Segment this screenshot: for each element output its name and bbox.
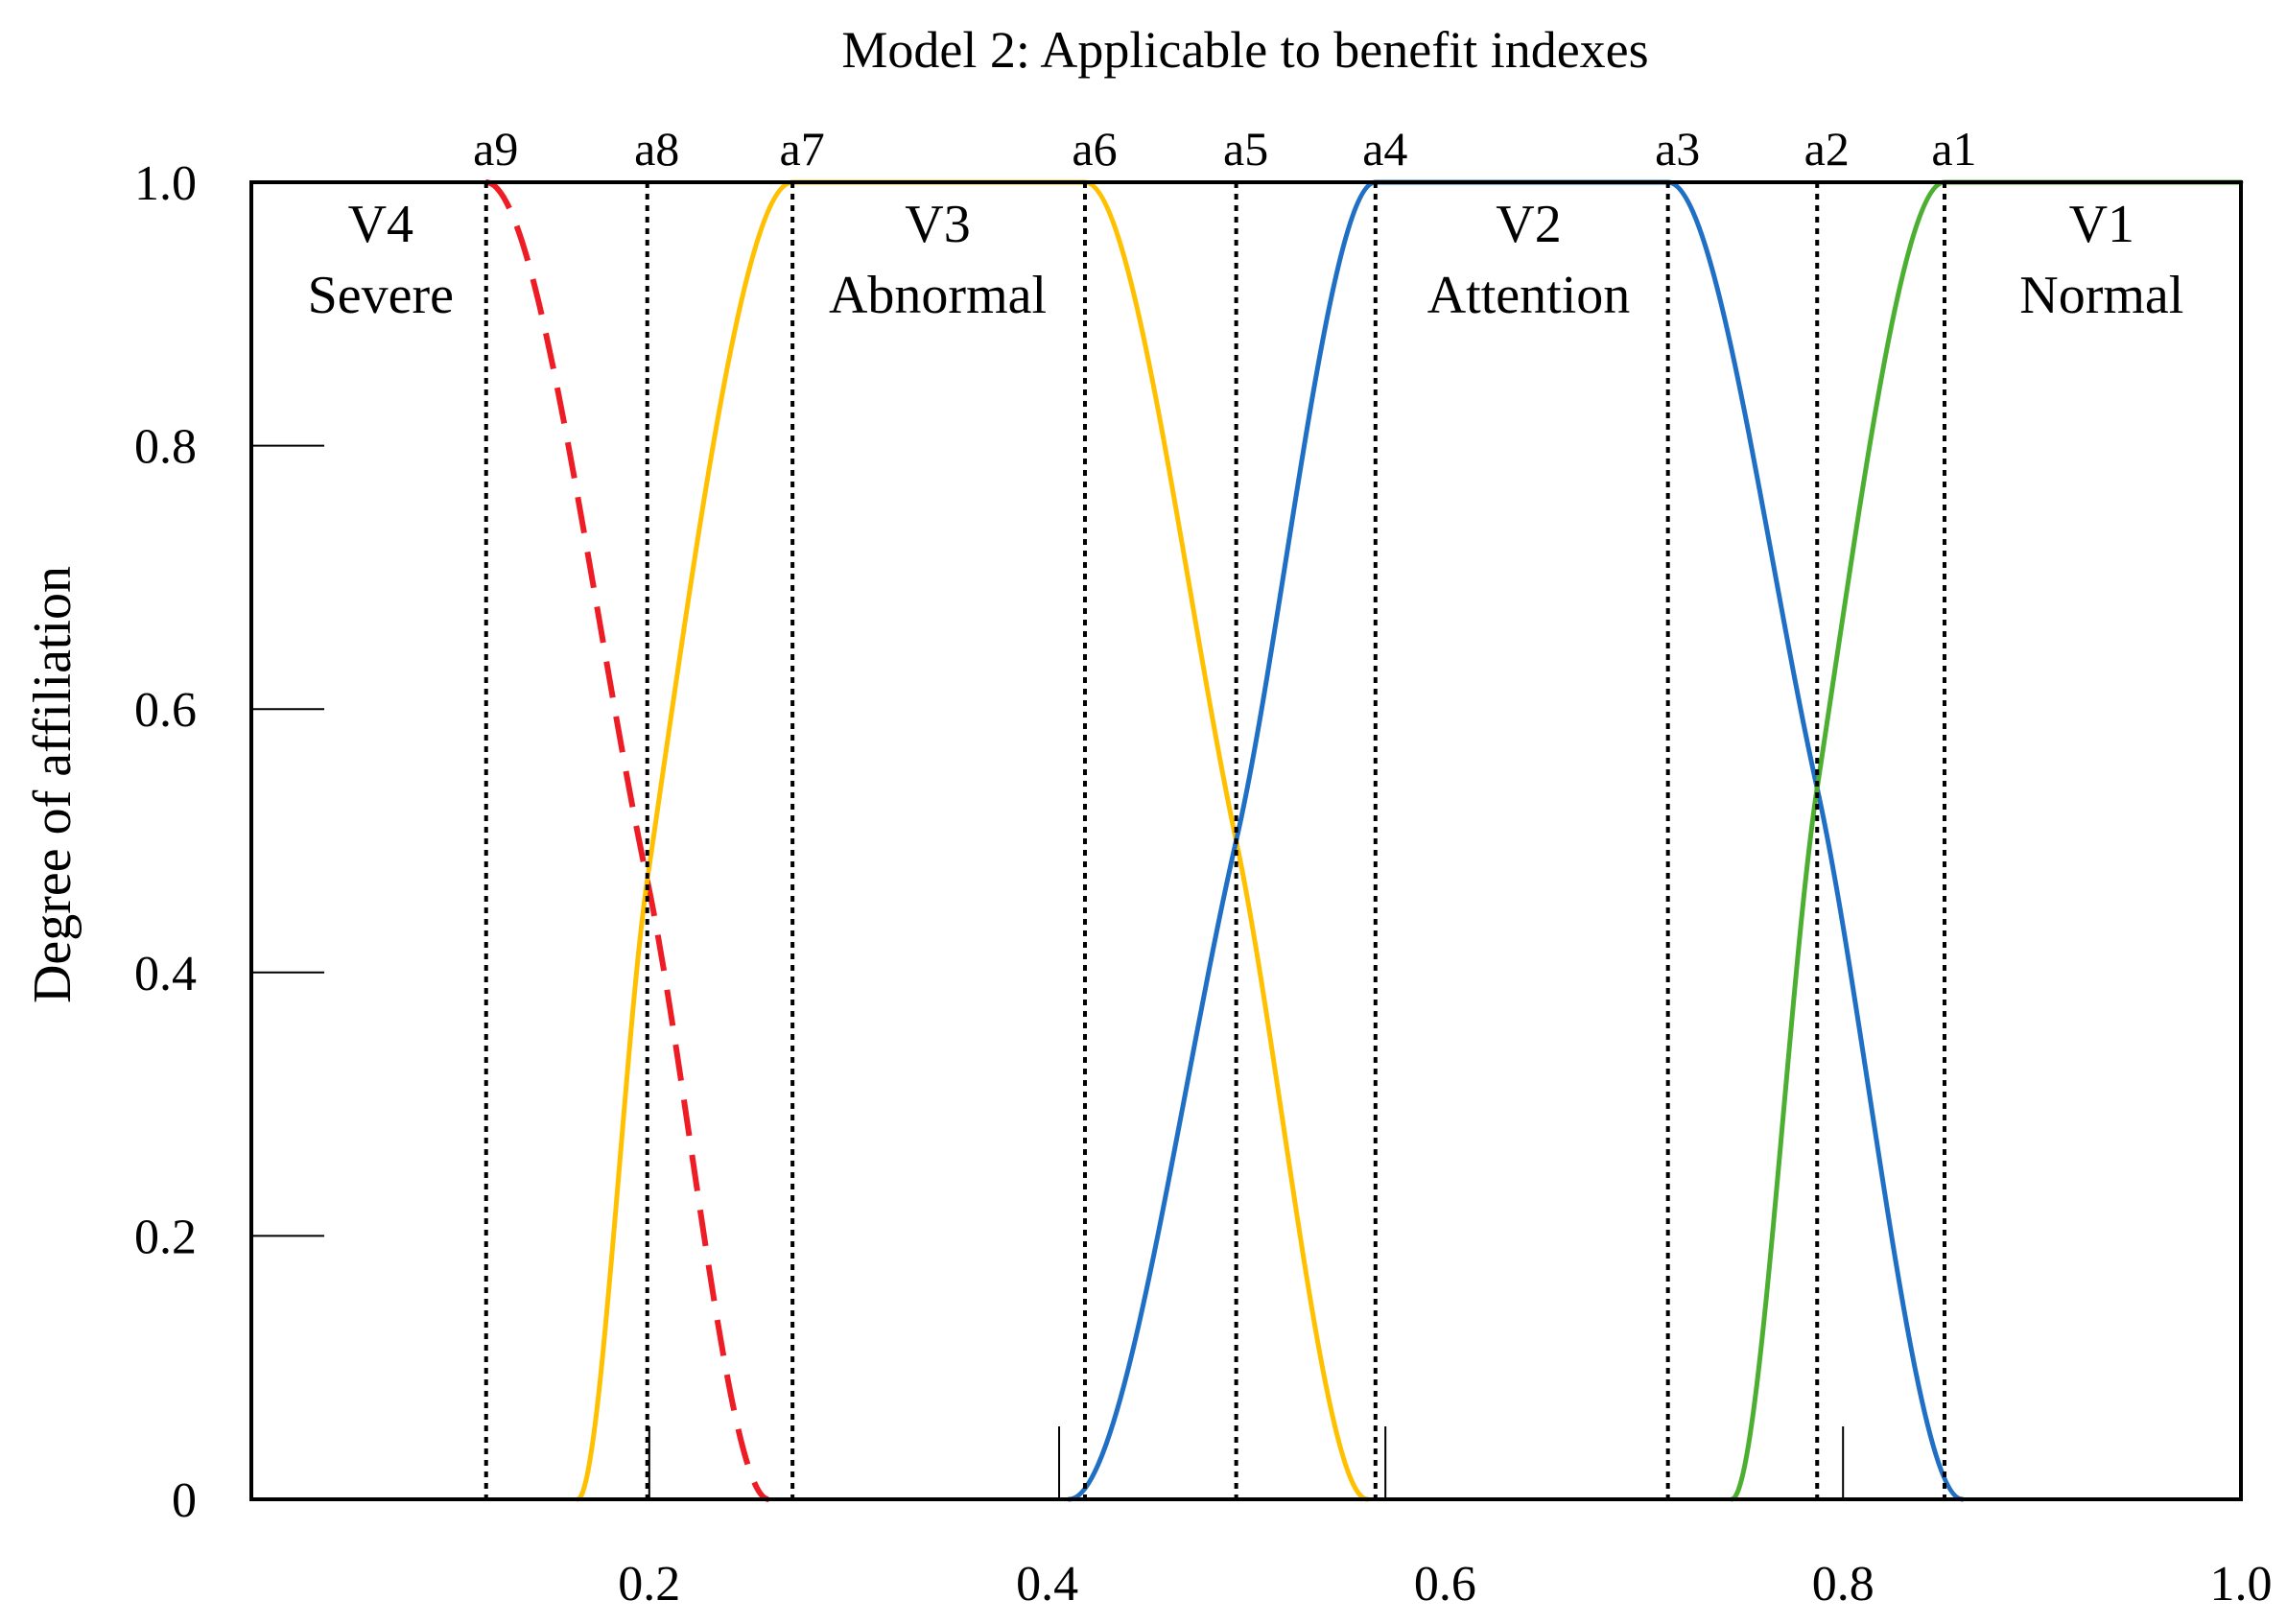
x-tick-label: 0.6 xyxy=(1414,1557,1476,1612)
reference-label-a1: a1 xyxy=(1931,122,1976,176)
chart-title: Model 2: Applicable to benefit indexes xyxy=(841,21,1648,79)
reference-label-a8: a8 xyxy=(634,122,679,176)
reference-label-a3: a3 xyxy=(1655,122,1700,176)
region-label-V2: V2 xyxy=(1496,195,1561,254)
reference-label-a4: a4 xyxy=(1362,122,1407,176)
x-tick-label: 0.8 xyxy=(1812,1557,1874,1612)
reference-label-a6: a6 xyxy=(1072,122,1117,176)
x-tick-label: 1.0 xyxy=(2210,1557,2273,1612)
labels-layer: 0 0.2 0.4 0.6 0.8 1.0 0.2 0.4 0.6 0.8 1.0 a9 a8 a7 a6 a… xyxy=(134,122,2273,1612)
x-tick-label: 0.4 xyxy=(1016,1557,1078,1612)
region-label-V1: V1 xyxy=(2069,195,2134,254)
reference-lines-layer xyxy=(483,182,1946,1499)
y-tick-label: 0.6 xyxy=(134,683,197,738)
region-label-V3: V3 xyxy=(905,195,970,254)
series-line-v2-attention xyxy=(1066,179,1966,1502)
tick-marks-layer xyxy=(251,444,1845,1499)
x-tick-label: 0.2 xyxy=(618,1557,680,1612)
y-tick-label: 0.8 xyxy=(134,420,197,475)
plot-frame xyxy=(249,180,2243,1501)
reference-label-a2: a2 xyxy=(1804,122,1850,176)
series-line-v1-normal xyxy=(1729,179,2244,1502)
series-layer xyxy=(485,179,2244,1502)
region-desc-V2: Attention xyxy=(1427,266,1631,325)
region-desc-V4: Severe xyxy=(308,266,454,325)
y-tick-label: 0 xyxy=(172,1473,197,1528)
region-desc-V3: Abnormal xyxy=(829,266,1047,325)
series-line-v4-severe xyxy=(485,179,770,1502)
region-desc-V1: Normal xyxy=(2019,266,2183,325)
y-axis-label: Degree of affiliation xyxy=(23,566,83,1003)
y-tick-label: 0.2 xyxy=(134,1210,197,1264)
reference-label-a7: a7 xyxy=(780,122,825,176)
y-tick-label: 1.0 xyxy=(134,156,197,211)
reference-label-a9: a9 xyxy=(473,122,518,176)
reference-label-a5: a5 xyxy=(1223,122,1268,176)
series-line-v3-abnormal xyxy=(575,179,1370,1502)
region-label-V4: V4 xyxy=(348,195,413,254)
y-tick-label: 0.4 xyxy=(134,947,197,1001)
